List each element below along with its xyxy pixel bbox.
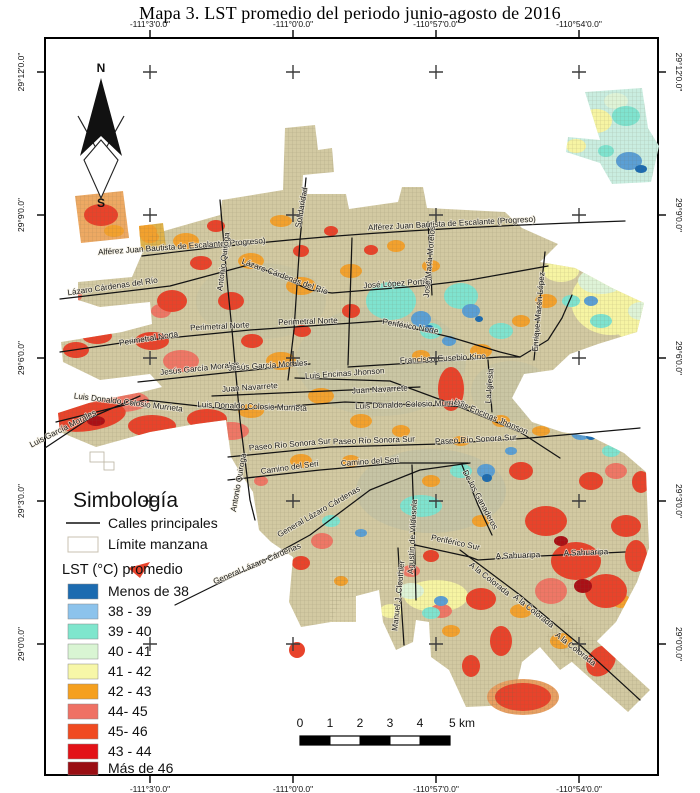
lat-label-right-3: 29°3'0.0" [674,484,684,518]
street-label-iglesia: La Iglesia [483,367,495,403]
scalebar-seg-4 [389,735,421,746]
scalebar-label-2: 2 [357,716,364,730]
lat-label-right-1: 29°9'0.0" [674,198,684,232]
scalebar-outline [299,735,451,746]
legend-limite-label: Límite manzana [108,536,208,552]
street-label-navarrete-1: Juan Navarrete [222,381,279,394]
lon-label-top-1: -111°0'0.0" [273,19,313,29]
scalebar-seg-3 [360,736,390,745]
lon-label-top-3: -110°54'0.0" [556,19,602,29]
legend-swatch-8 [67,743,99,760]
legend-label-6: 44- 45 [108,703,148,719]
lon-label-bottom-2: -110°57'0.0" [413,784,459,793]
legend-swatch-7 [67,723,99,740]
legend-swatch-0 [67,583,99,600]
legend-limite-symbol [67,536,99,553]
frame-ticks [37,30,666,783]
street-label-sahuaripa-2: A Sahuaripa [563,547,608,558]
legend-calles-label: Calles principales [108,515,218,531]
street-label-perimetral-norte-1: Perimetral Norte [190,320,250,332]
north-arrow: N S [77,61,125,210]
scalebar-seg-5 [420,736,450,745]
scalebar-label-3: 3 [387,716,394,730]
scalebar-label-4: 4 [417,716,424,730]
lat-label-right-4: 29°0'0.0" [674,627,684,661]
legend-label-9: Más de 46 [108,760,174,776]
legend: Simbología Calles principales Límite man… [62,489,218,776]
lat-label-right-0: 29°12'0.0" [674,53,684,92]
lon-label-bottom-3: -110°54'0.0" [556,784,602,793]
lon-label-bottom-1: -111°0'0.0" [273,784,313,793]
legend-label-1: 38 - 39 [108,603,152,619]
lat-label-left-0: 29°12'0.0" [16,53,26,92]
compass-s-label: S [97,196,105,210]
legend-swatch-6 [67,703,99,720]
legend-swatch-3 [67,643,99,660]
main-roads [44,177,641,701]
legend-swatch-9 [67,761,99,776]
map-title: Mapa 3. LST promedio del periodo junio-a… [139,3,561,23]
legend-label-3: 40 - 41 [108,643,152,659]
scalebar: 0 1 2 3 4 5 km [297,716,475,746]
legend-lst-title: LST (°C) promedio [62,562,183,578]
north-arrow-north-dart [80,78,122,156]
lon-label-top-2: -110°57'0.0" [413,19,459,29]
scalebar-label-0: 0 [297,716,304,730]
street-label-sonora-sur-2: Paseo Río Sonora Sur [333,435,415,447]
legend-label-7: 45- 46 [108,723,148,739]
scalebar-seg-1 [300,736,330,745]
street-label-perimetral-norte-2: Perimetral Norte [278,316,338,327]
legend-title: Simbología [73,489,178,512]
lat-label-left-2: 29°6'0.0" [16,341,26,375]
lat-label-left-1: 29°9'0.0" [16,198,26,232]
legend-label-8: 43 - 44 [108,743,152,759]
lon-label-bottom-0: -111°3'0.0" [130,784,170,793]
scalebar-seg-2 [329,735,361,746]
lon-label-top-0: -111°3'0.0" [130,19,170,29]
north-arrow-south-dart [83,139,119,200]
legend-label-0: Menos de 38 [108,583,189,599]
lat-label-left-3: 29°3'0.0" [16,484,26,518]
compass-n-label: N [97,61,106,75]
scalebar-label-1: 1 [327,716,334,730]
legend-swatch-5 [67,683,99,700]
street-label-sahuaripa-1: A Sahuaripa [495,550,540,561]
legend-swatch-4 [67,663,99,680]
legend-label-5: 42 - 43 [108,683,152,699]
legend-label-2: 39 - 40 [108,623,152,639]
legend-swatch-1 [67,603,99,620]
axis-labels: -111°3'0.0" -111°0'0.0" -110°57'0.0" -11… [16,19,684,793]
lat-label-left-4: 29°0'0.0" [16,627,26,661]
street-label-navarrete-2: Juan Navarrete [352,384,409,396]
legend-label-4: 41 - 42 [108,663,152,679]
lat-label-right-2: 29°6'0.0" [674,341,684,375]
legend-swatch-2 [67,623,99,640]
scalebar-label-5: 5 km [449,716,475,730]
